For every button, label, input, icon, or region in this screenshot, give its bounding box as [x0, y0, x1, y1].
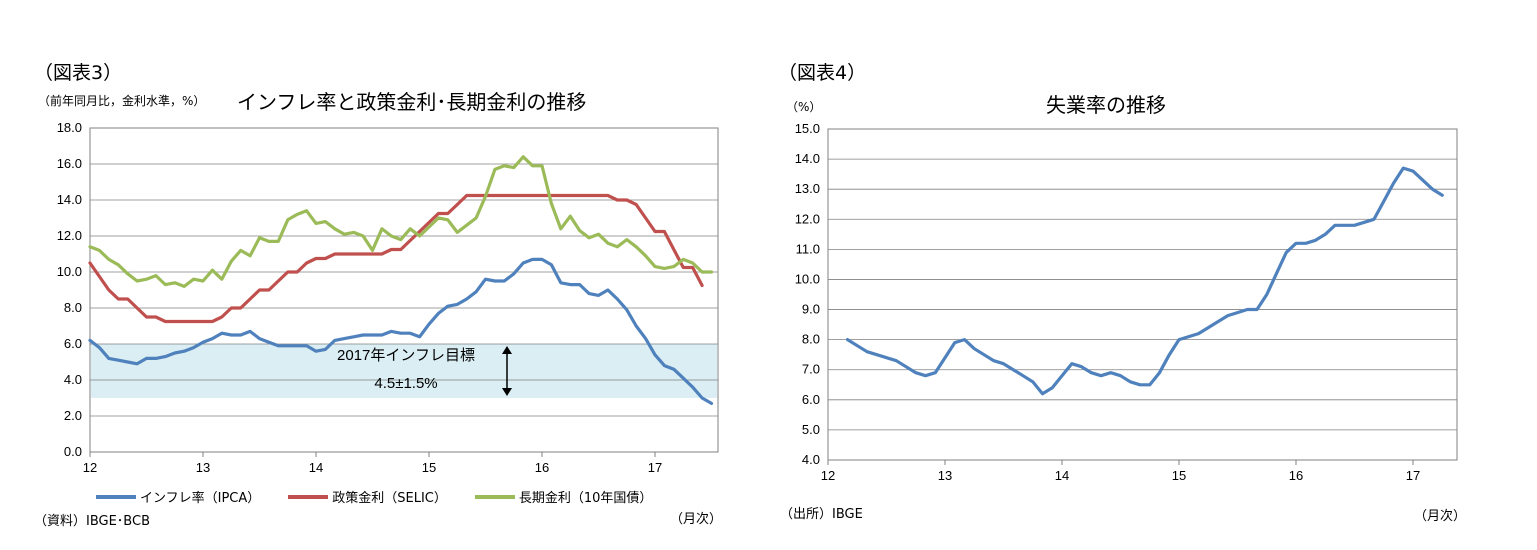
plot-area — [827, 128, 1458, 461]
y-tick-label: 10.0 — [57, 264, 82, 279]
chart-title: インフレ率と政策金利･長期金利の推移 — [237, 90, 587, 114]
y-tick-label: 4.0 — [64, 372, 82, 387]
unemployment-chart-svg: 4.0 5.0 6.0 7.0 8.0 9.0 10.0 11.0 12.0 13.0 14.0 15… — [795, 121, 1458, 483]
plot-area — [89, 127, 719, 453]
x-tick-label: 15 — [1172, 468, 1186, 483]
y-tick-label: 4.0 — [802, 452, 820, 467]
y-tick-label: 9.0 — [802, 302, 820, 317]
y-tick-label: 14.0 — [57, 192, 82, 207]
legend-label-long-rate: 長期金利（10年国債） — [518, 491, 653, 506]
x-tick-label: 17 — [1406, 468, 1420, 483]
series-line-0 — [88, 257, 714, 405]
y-tick-label: 12.0 — [795, 211, 820, 226]
y-tick-label: 5.0 — [802, 422, 820, 437]
legend-swatch-inflation — [96, 494, 136, 499]
figure-label: （図表4） — [778, 62, 867, 84]
y-tick-label: 15.0 — [795, 121, 820, 136]
x-unit-label: （月次） — [670, 512, 723, 527]
y-tick-label: 0.0 — [64, 444, 82, 459]
y-tick-label: 12.0 — [57, 228, 82, 243]
legend-item-inflation: インフレ率（IPCA） — [96, 487, 260, 506]
x-tick-label: 13 — [938, 468, 952, 483]
y-tick-label: 18.0 — [57, 120, 82, 135]
x-tick-label: 14 — [309, 460, 323, 475]
x-tick-label: 15 — [422, 460, 436, 475]
y-tick-label: 2.0 — [64, 408, 82, 423]
x-tick-label: 12 — [83, 460, 97, 475]
x-tick-label: 13 — [196, 460, 210, 475]
target-annotation-line2: 4.5±1.5% — [374, 375, 437, 392]
x-tick-label: 16 — [1289, 468, 1303, 483]
legend-label-selic: 政策金利（SELIC） — [332, 491, 447, 506]
y-tick-label: 7.0 — [802, 362, 820, 377]
y-tick-label: 11.0 — [796, 241, 820, 256]
y-tick-label: 8.0 — [802, 332, 820, 347]
target-annotation-line1: 2017年インフレ目標 — [337, 347, 475, 364]
x-unit-label: （月次） — [1414, 509, 1467, 524]
y-tick-label: 10.0 — [795, 271, 820, 286]
series-line-2 — [88, 155, 714, 288]
arrow-head-up — [502, 346, 512, 354]
source-note: （資料）IBGE･BCB — [34, 514, 150, 529]
y-tick-label: 8.0 — [64, 300, 82, 315]
legend-item-long-rate: 長期金利（10年国債） — [474, 487, 653, 506]
y-tick-label: 16.0 — [57, 156, 82, 171]
inflation-chart-svg: 0.0 2.0 4.0 6.0 8.0 10.0 12.0 14.0 16.0 18.0 12 13 1… — [57, 120, 719, 475]
source-note: （出所）IBGE — [780, 507, 863, 522]
arrow-head-down — [502, 388, 512, 396]
x-tick-label: 17 — [648, 460, 662, 475]
x-tick-label: 16 — [535, 460, 549, 475]
inflation-chart-panel: （図表3） （前年同月比，金利水準，%） インフレ率と政策金利･長期金利の推移 … — [0, 0, 760, 550]
y-tick-label: 14.0 — [795, 151, 820, 166]
y-tick-label: 6.0 — [802, 392, 820, 407]
units-label: （前年同月比，金利水準，%） — [38, 94, 206, 108]
unemployment-chart-panel: （図表4） （%） 失業率の推移 4.0 5.0 6.0 7.0 8.0 9.0 10.0 1… — [760, 0, 1537, 550]
chart-legend: インフレ率（IPCA） 政策金利（SELIC） 長期金利（10年国債） — [96, 487, 680, 506]
x-tick-label: 14 — [1055, 468, 1069, 483]
y-tick-label: 6.0 — [64, 336, 82, 351]
legend-swatch-long-rate — [474, 494, 515, 499]
legend-label-inflation: インフレ率（IPCA） — [140, 491, 261, 506]
legend-swatch-selic — [288, 494, 329, 499]
x-tick-label: 12 — [821, 468, 835, 483]
legend-item-selic: 政策金利（SELIC） — [288, 487, 447, 506]
chart-title: 失業率の推移 — [1046, 93, 1166, 117]
series-line-1 — [88, 193, 704, 324]
figure-label: （図表3） — [34, 62, 123, 84]
y-tick-label: 13.0 — [795, 181, 820, 196]
units-label: （%） — [786, 100, 822, 114]
inflation-target-band — [91, 344, 717, 398]
series-line-0 — [845, 166, 1444, 396]
